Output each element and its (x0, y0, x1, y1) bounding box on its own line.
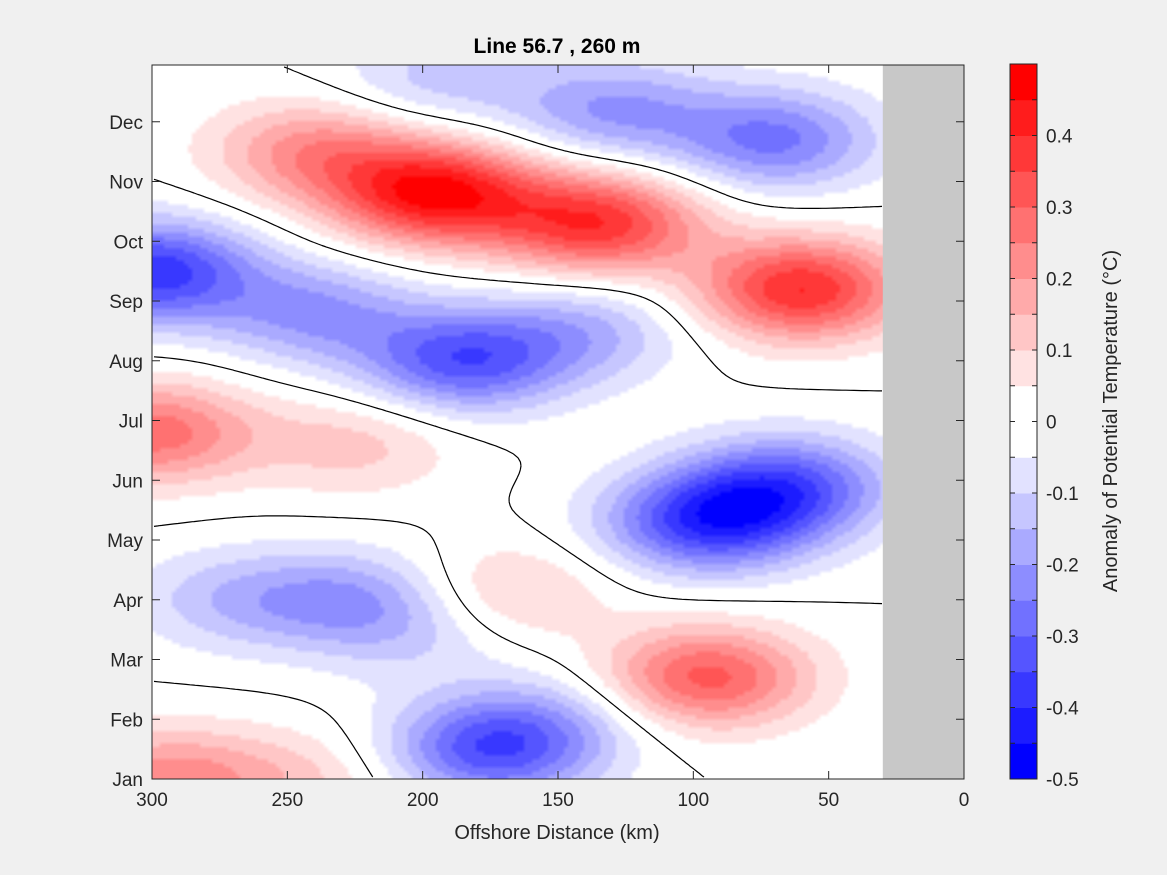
colorbar-band (1010, 671, 1037, 708)
colorbar-band (1010, 171, 1037, 208)
zero-contour-lines (153, 66, 883, 778)
x-tick-label: 300 (136, 790, 168, 811)
colorbar-tick-label: 0.1 (1046, 341, 1072, 362)
colorbar-bands (1010, 64, 1037, 780)
y-tick-label: Mar (110, 651, 143, 672)
x-tick-label: 50 (818, 790, 839, 811)
colorbar-band (1010, 207, 1037, 244)
colorbar-band (1010, 242, 1037, 279)
colorbar-band (1010, 421, 1037, 458)
colorbar-band (1010, 64, 1037, 101)
colorbar-tick-label: 0.2 (1046, 270, 1072, 291)
colorbar-band (1010, 564, 1037, 601)
colorbar-tick-label: -0.4 (1046, 699, 1079, 720)
y-tick-label: Aug (109, 352, 143, 373)
y-tick-label: Jun (112, 471, 143, 492)
colorbar-tick-label: -0.3 (1046, 627, 1079, 648)
colorbar-band (1010, 314, 1037, 351)
colorbar-band (1010, 743, 1037, 780)
x-tick-label: 250 (271, 790, 303, 811)
colorbar: 0.4 0.3 0.2 0.1 0 -0.1 -0.2 -0.3 -0.4 -0.5 Anomal… (1009, 63, 1122, 791)
colorbar-ticks: 0.4 0.3 0.2 0.1 0 -0.1 -0.2 -0.3 -0.4 -0.5 (1010, 63, 1079, 791)
colorbar-tick-label: -0.5 (1046, 770, 1079, 791)
anomaly-field (152, 65, 964, 779)
y-tick-label: Dec (109, 113, 143, 134)
colorbar-band (1010, 457, 1037, 494)
x-tick-label: 150 (542, 790, 574, 811)
y-tick-label: May (107, 531, 143, 552)
colorbar-band (1010, 350, 1037, 387)
y-tick-label: Apr (113, 591, 143, 612)
y-tick-label: Feb (110, 710, 143, 731)
x-tick-label: 200 (407, 790, 439, 811)
colorbar-band (1010, 385, 1037, 422)
colorbar-band (1010, 528, 1037, 565)
x-axis: 300 250 200 150 100 50 0 (136, 65, 969, 811)
colorbar-tick-label: 0.3 (1046, 198, 1072, 219)
colorbar-band (1010, 707, 1037, 744)
zero-contour (153, 66, 883, 778)
y-tick-label: Jan (112, 770, 143, 791)
colorbar-band (1010, 278, 1037, 315)
y-tick-label: Jul (119, 412, 143, 433)
y-tick-label: Nov (109, 173, 143, 194)
x-tick-label: 0 (959, 790, 970, 811)
colorbar-tick-label: 0 (1046, 413, 1057, 434)
colorbar-label: Anomaly of Potential Temperature (°C) (1100, 250, 1122, 592)
no-data-region (882, 65, 964, 779)
colorbar-tick-label: -0.1 (1046, 484, 1079, 505)
x-axis-label: Offshore Distance (km) (454, 822, 659, 844)
colorbar-tick-label: -0.2 (1046, 556, 1079, 577)
y-axis: Jan Feb Mar Apr May Jun Jul Aug Sep Oct Nov Dec (107, 113, 964, 791)
colorbar-band (1010, 600, 1037, 637)
plot-area (151, 64, 965, 780)
colorbar-band (1010, 135, 1037, 172)
y-tick-label: Sep (109, 292, 143, 313)
colorbar-tick-label: 0.4 (1046, 127, 1073, 148)
chart-title: Line 56.7 , 260 m (474, 35, 641, 58)
colorbar-band (1010, 636, 1037, 673)
y-tick-label: Oct (113, 232, 143, 253)
colorbar-band (1010, 493, 1037, 530)
colorbar-band (1010, 99, 1037, 136)
x-tick-label: 100 (677, 790, 709, 811)
